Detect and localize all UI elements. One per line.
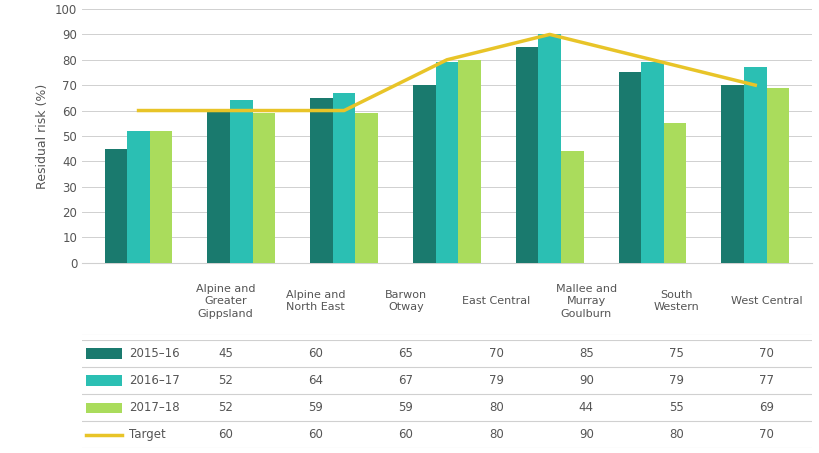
Text: 2015–16: 2015–16 — [129, 347, 180, 360]
Bar — [538, 34, 560, 263]
Bar — [766, 88, 788, 263]
Text: Target: Target — [129, 429, 166, 441]
Text: 90: 90 — [578, 429, 593, 441]
Text: 60: 60 — [218, 429, 233, 441]
Text: 79: 79 — [488, 374, 503, 387]
Text: 70: 70 — [758, 429, 773, 441]
Bar — [333, 93, 355, 263]
Bar — [618, 72, 640, 263]
Text: Alpine and
Greater
Gippsland: Alpine and Greater Gippsland — [196, 284, 255, 318]
Text: 69: 69 — [758, 401, 773, 414]
Text: 60: 60 — [308, 429, 323, 441]
Text: 44: 44 — [578, 401, 593, 414]
Text: 60: 60 — [308, 347, 323, 360]
Bar — [640, 63, 663, 263]
Bar — [252, 113, 275, 263]
Bar — [150, 131, 172, 263]
Bar — [721, 85, 743, 263]
Bar — [663, 123, 686, 263]
Text: 70: 70 — [758, 347, 773, 360]
Text: Alpine and
North East: Alpine and North East — [286, 290, 345, 313]
Text: 65: 65 — [398, 347, 413, 360]
Bar — [127, 131, 150, 263]
Text: 75: 75 — [668, 347, 683, 360]
Bar — [560, 151, 583, 263]
Text: 60: 60 — [398, 429, 413, 441]
Text: 70: 70 — [488, 347, 503, 360]
Bar — [207, 111, 230, 263]
Text: 77: 77 — [758, 374, 773, 387]
Text: 2017–18: 2017–18 — [129, 401, 180, 414]
Bar — [435, 63, 458, 263]
Text: 80: 80 — [488, 401, 503, 414]
Bar — [743, 67, 766, 263]
Text: Mallee and
Murray
Goulburn: Mallee and Murray Goulburn — [555, 284, 616, 318]
Text: 52: 52 — [218, 401, 233, 414]
Text: 59: 59 — [398, 401, 413, 414]
Bar — [310, 98, 333, 263]
Text: 52: 52 — [218, 374, 233, 387]
Text: 80: 80 — [668, 429, 683, 441]
Text: 2016–17: 2016–17 — [129, 374, 180, 387]
Text: 90: 90 — [578, 374, 593, 387]
Text: 67: 67 — [398, 374, 413, 387]
Bar — [105, 149, 127, 263]
Bar — [413, 85, 435, 263]
Text: 45: 45 — [218, 347, 233, 360]
Text: 64: 64 — [308, 374, 323, 387]
Text: 79: 79 — [668, 374, 683, 387]
Bar — [355, 113, 378, 263]
Y-axis label: Residual risk (%): Residual risk (%) — [36, 83, 49, 188]
Text: 85: 85 — [578, 347, 593, 360]
Text: 59: 59 — [308, 401, 323, 414]
Bar — [458, 60, 480, 263]
Text: Barwon
Otway: Barwon Otway — [384, 290, 427, 313]
Bar — [85, 348, 122, 358]
Text: South
Western: South Western — [653, 290, 699, 313]
Bar — [85, 376, 122, 386]
Bar — [85, 403, 122, 413]
Bar — [515, 47, 538, 263]
Text: 55: 55 — [668, 401, 683, 414]
Text: West Central: West Central — [730, 296, 802, 306]
Text: 80: 80 — [488, 429, 503, 441]
Bar — [230, 101, 252, 263]
Text: East Central: East Central — [461, 296, 530, 306]
